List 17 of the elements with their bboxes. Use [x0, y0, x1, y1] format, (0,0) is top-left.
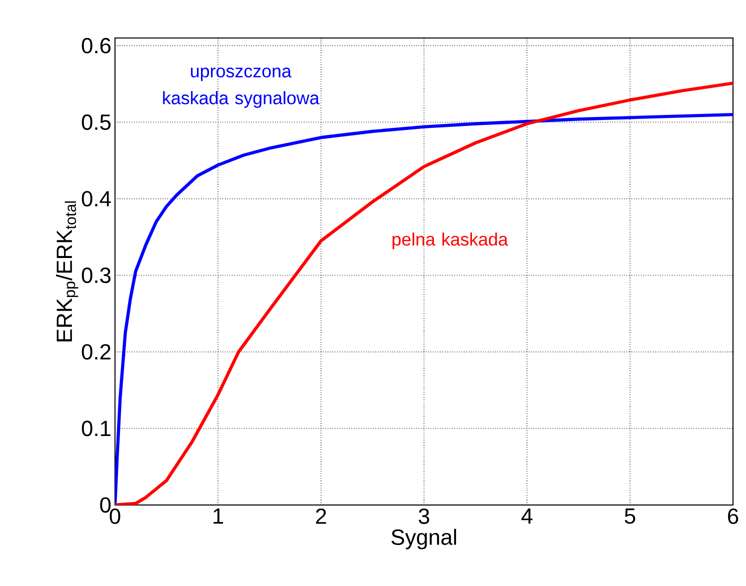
x-axis-title: Sygnal	[392, 528, 456, 550]
y-axis-title: ERK$_{pp}$/ERK$_{total}$	[56, 201, 78, 342]
y-tick-label: 0.6	[82, 38, 111, 54]
x-tick-label: 6	[728, 508, 738, 524]
x-tick-label: 3	[418, 508, 430, 524]
series-label: uproszczona kaskada sygnalowa	[163, 68, 320, 108]
y-tick-label: 0.3	[82, 268, 111, 284]
x-tick-label: 4	[521, 508, 532, 524]
x-tick-label: 1	[214, 508, 224, 524]
y-tick-label: 0.4	[82, 190, 111, 207]
y-tick-label: 0.5	[82, 114, 111, 130]
y-tick-label: 0.1	[82, 420, 110, 436]
y-tick-label: 0	[100, 497, 111, 513]
x-tick-label: 5	[624, 508, 636, 524]
x-tick-label: 2	[316, 508, 326, 524]
y-tick-label: 0.2	[82, 344, 110, 360]
text: pelna kaskada	[392, 232, 508, 250]
